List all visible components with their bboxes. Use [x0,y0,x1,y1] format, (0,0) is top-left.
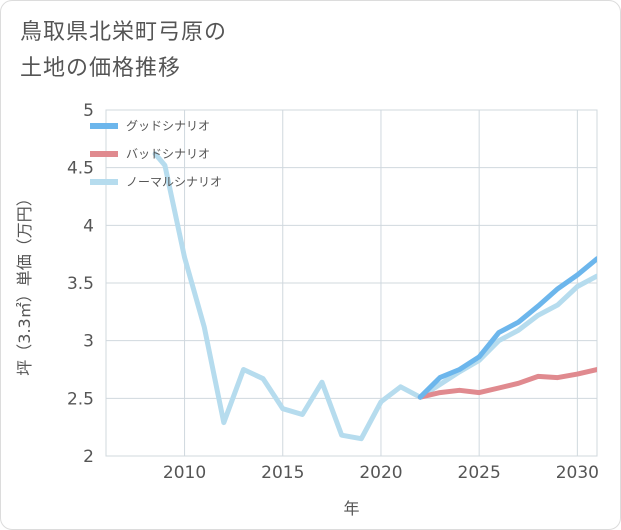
chart-title: 鳥取県北栄町弓原の 土地の価格推移 [20,15,227,87]
series-line-2 [152,151,597,442]
x-tick-label: 2020 [359,463,402,483]
x-axis-label: 年 [343,499,359,518]
y-tick-label: 5 [83,101,94,121]
series-line-1 [417,367,597,400]
legend-label: ノーマルシナリオ [126,175,222,189]
series-line-0 [417,256,597,400]
y-tick-label: 3.5 [67,274,94,294]
legend-label: バッドシナリオ [126,147,210,161]
chart-title-line2: 土地の価格推移 [20,56,182,81]
y-tick-label: 3 [83,332,94,352]
x-tick-label: 2030 [556,463,599,483]
grid [105,109,598,457]
x-tick-label: 2015 [261,463,304,483]
y-tick-label: 4.5 [67,159,94,179]
y-tick-label: 2 [83,447,94,467]
y-axis-label: 坪（3.3㎡）単価（万円） [15,190,34,375]
chart-title-line1: 鳥取県北栄町弓原の [20,20,228,45]
series-lines [152,151,597,442]
y-tick-label: 4 [83,216,94,236]
axes: 2 2.5 3 3.5 4 4.5 5 2010 2015 2020 2025 2030 [67,101,599,483]
x-tick-label: 2025 [458,463,501,483]
x-tick-label: 2010 [163,463,206,483]
y-tick-label: 2.5 [67,389,94,409]
legend-label: グッドシナリオ [126,119,210,133]
